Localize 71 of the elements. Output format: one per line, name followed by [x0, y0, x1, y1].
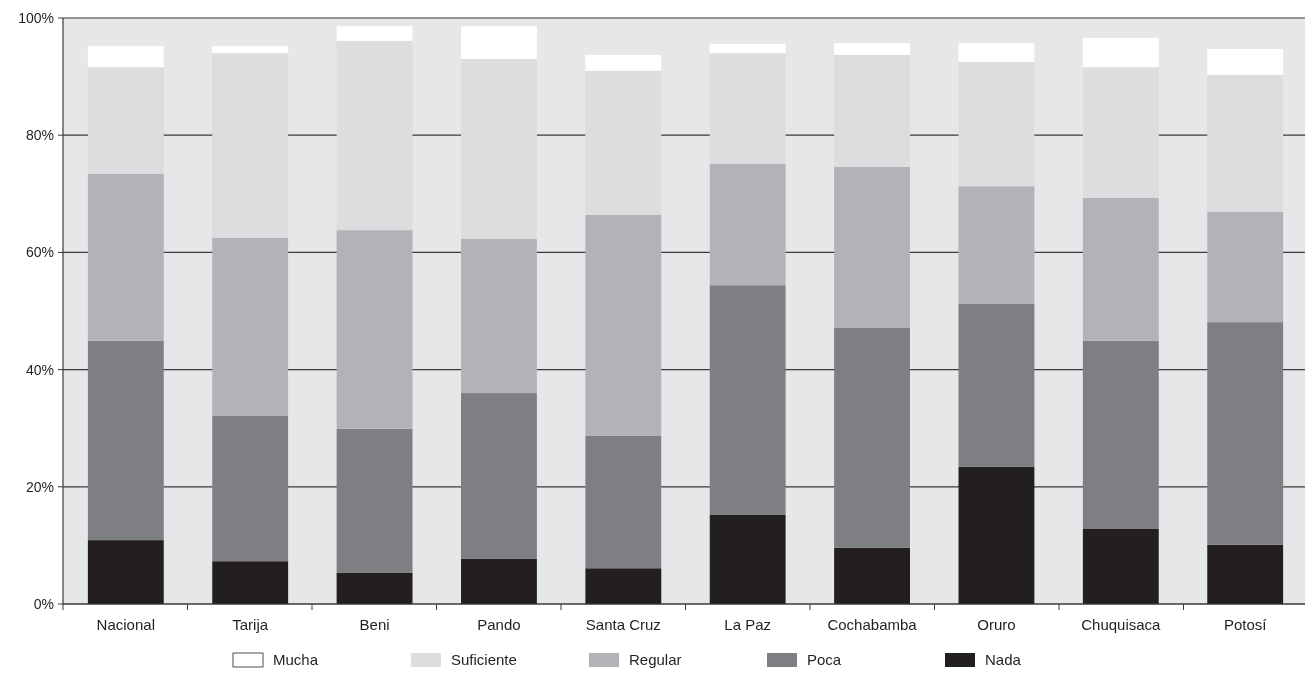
legend-label: Poca: [807, 651, 842, 669]
bar: [212, 46, 289, 54]
x-tick-label: Pando: [477, 616, 521, 633]
bar: [709, 43, 786, 54]
bar: [834, 327, 910, 548]
y-tick-label: 40%: [25, 361, 54, 378]
bar: [834, 547, 910, 604]
bar: [87, 67, 164, 174]
bar: [336, 230, 413, 429]
bar: [87, 173, 164, 341]
bar: [212, 415, 289, 562]
y-tick-label: 20%: [25, 478, 54, 495]
bar: [336, 428, 413, 573]
bar: [958, 61, 1035, 187]
bar: [1207, 211, 1284, 323]
x-tick-label: Potosí: [1223, 616, 1268, 633]
bar: [709, 163, 786, 286]
bar: [1082, 197, 1159, 341]
bar: [212, 53, 289, 238]
x-tick-label: Cochabamba: [827, 616, 918, 633]
bar: [1207, 49, 1284, 75]
bar: [212, 561, 289, 604]
bar: [87, 340, 164, 541]
x-tick-label: Nacional: [96, 616, 155, 633]
x-tick-label: Santa Cruz: [585, 616, 661, 633]
x-tick-label: Beni: [359, 616, 390, 633]
bar: [958, 466, 1035, 604]
bar: [585, 568, 662, 604]
bar: [709, 53, 786, 164]
bar: [1082, 37, 1159, 68]
x-tick-label: Chuquisaca: [1081, 616, 1162, 633]
bar: [585, 70, 662, 215]
bar: [585, 214, 662, 436]
bar: [1082, 67, 1159, 198]
y-tick-label: 60%: [25, 244, 54, 261]
bar: [585, 54, 662, 71]
bar: [958, 186, 1035, 304]
bar: [212, 237, 289, 416]
x-tick-label: Tarija: [232, 616, 269, 633]
bar: [461, 59, 537, 239]
bar: [834, 54, 910, 167]
legend-label: Regular: [629, 651, 682, 669]
bar: [1207, 74, 1284, 212]
bar: [1207, 544, 1284, 604]
bar: [461, 558, 537, 604]
bar: [1082, 340, 1159, 529]
bar: [461, 238, 537, 394]
bar: [709, 285, 786, 515]
bar: [461, 393, 537, 559]
bar: [958, 303, 1035, 467]
bar: [87, 540, 164, 604]
bar: [709, 514, 786, 604]
legend-label: Nada: [985, 651, 1022, 669]
x-tick-label: Oruro: [977, 616, 1016, 633]
x-tick-label: La Paz: [724, 616, 772, 633]
legend-label: Mucha: [273, 651, 319, 669]
bar: [585, 435, 662, 569]
bar: [336, 572, 413, 604]
bar: [461, 26, 537, 60]
bar: [834, 43, 910, 55]
bar: [87, 46, 164, 68]
bar: [336, 40, 413, 231]
y-tick-label: 0%: [33, 595, 54, 612]
bar: [958, 43, 1035, 62]
y-tick-label: 100%: [18, 9, 54, 26]
bar: [834, 166, 910, 328]
bar: [336, 26, 413, 41]
legend-label: Suficiente: [451, 651, 517, 669]
bar: [1082, 528, 1159, 604]
bar: [1207, 322, 1284, 545]
y-tick-label: 80%: [25, 127, 54, 144]
